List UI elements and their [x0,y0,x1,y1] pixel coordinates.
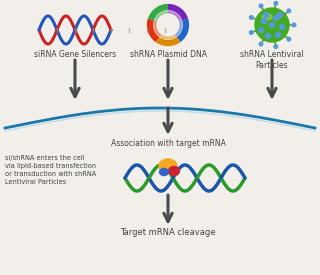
Circle shape [250,16,253,19]
Text: shRNA Lentiviral
Particles: shRNA Lentiviral Particles [240,50,304,70]
Circle shape [277,12,283,18]
Text: shRNA Plasmid DNA: shRNA Plasmid DNA [130,50,206,59]
Circle shape [276,32,281,37]
Circle shape [263,12,268,18]
Circle shape [279,24,284,29]
Text: Association with target mRNA: Association with target mRNA [111,139,225,148]
Text: si/shRNA enters the cell
via lipid-based transfection
or transduction with shRNA: si/shRNA enters the cell via lipid-based… [5,155,96,185]
Circle shape [255,8,289,42]
Circle shape [287,9,291,13]
Circle shape [266,34,270,38]
Circle shape [269,23,275,28]
Circle shape [292,23,296,27]
Circle shape [259,4,263,8]
Ellipse shape [159,159,177,173]
Circle shape [287,37,291,41]
Ellipse shape [169,166,180,175]
Ellipse shape [262,14,272,20]
Text: Target mRNA cleavage: Target mRNA cleavage [120,228,216,237]
Ellipse shape [159,169,169,175]
Circle shape [274,45,278,48]
Circle shape [259,42,263,46]
Text: siRNA Gene Silencers: siRNA Gene Silencers [34,50,116,59]
Circle shape [274,2,278,5]
Circle shape [261,18,267,23]
Circle shape [250,31,253,34]
Circle shape [259,28,263,32]
Circle shape [274,15,278,21]
